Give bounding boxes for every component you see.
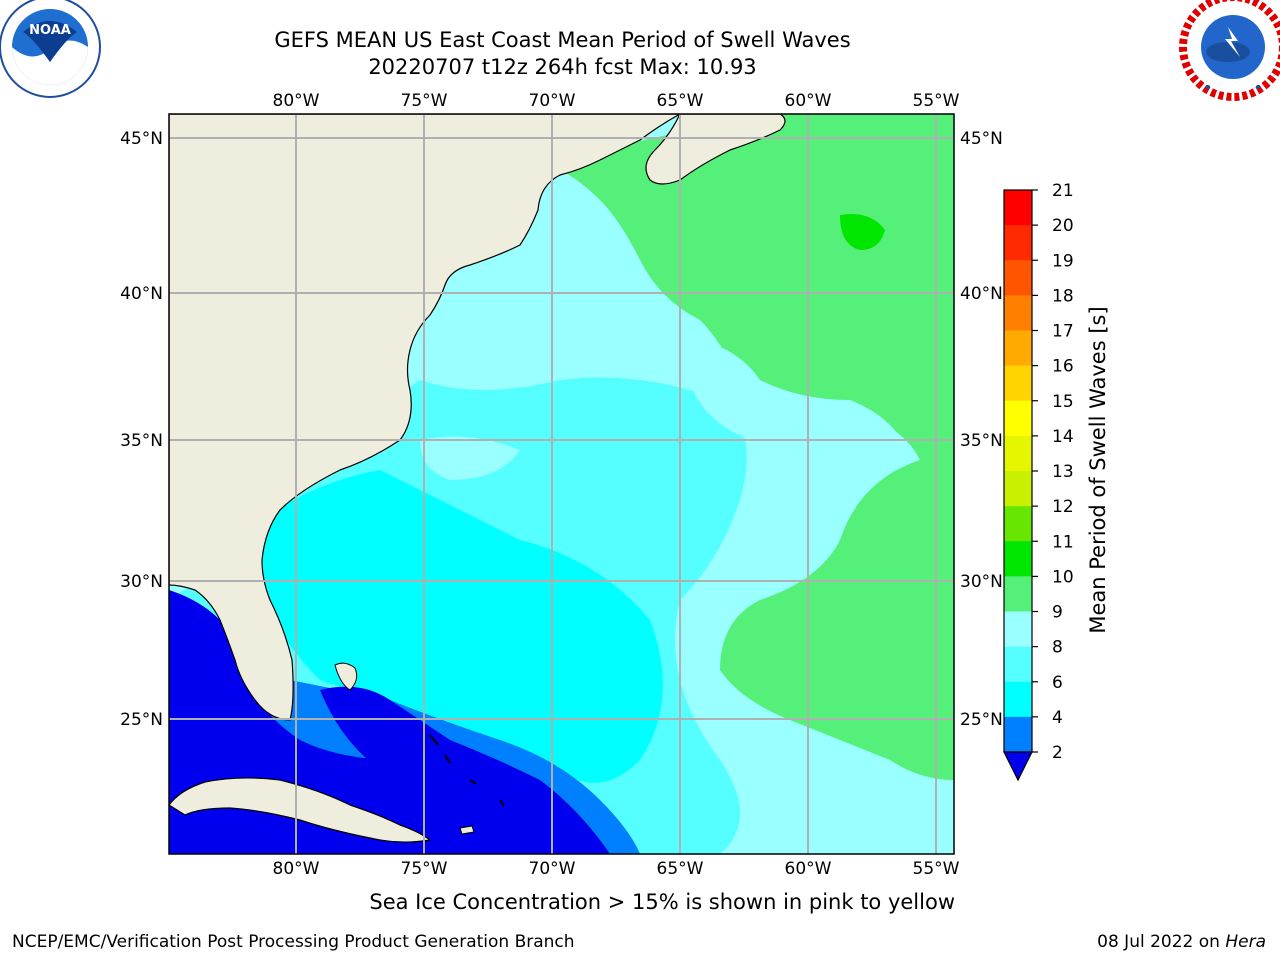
map-field — [169, 114, 954, 854]
credit-line: NCEP/EMC/Verification Post Processing Pr… — [12, 932, 575, 952]
map-frame — [168, 113, 955, 855]
colorbar-tick-label: 6 — [1052, 673, 1063, 693]
colorbar-tick-label: 20 — [1052, 216, 1074, 236]
noaa-logo: NOAA — [0, 0, 101, 98]
lat-label-left: 40°N — [120, 284, 163, 304]
colorbar-tick-label: 18 — [1052, 286, 1074, 306]
lon-label-top: 60°W — [785, 91, 832, 111]
colorbar-tick-label: 17 — [1052, 322, 1074, 342]
chart-title: GEFS MEAN US East Coast Mean Period of S… — [274, 28, 851, 52]
colorbar-tick-label: 8 — [1052, 638, 1063, 658]
colorbar-band — [1004, 611, 1032, 648]
lon-label-bottom: 70°W — [529, 859, 576, 879]
colorbar-band — [1004, 260, 1032, 296]
swell-band-4-6 — [260, 470, 663, 783]
land-cuba — [169, 777, 432, 843]
colorbar-tick-label: 10 — [1052, 567, 1074, 587]
run-date-text: 08 Jul 2022 on — [1097, 932, 1220, 952]
colorbar-band — [1004, 646, 1032, 683]
colorbar-tick-label: 15 — [1052, 392, 1074, 412]
colorbar-tick-label: 14 — [1052, 427, 1074, 447]
colorbar-band — [1004, 295, 1032, 331]
swell-band-10-11 — [840, 214, 885, 250]
lon-label-top: 65°W — [657, 91, 704, 111]
colorbar: 21 20 19 18 17 16 15 14 13 12 11 10 9 8 6 4 2 — [1003, 181, 1074, 782]
colorbar-band — [1004, 506, 1032, 542]
noaa-logo-text: NOAA — [29, 23, 71, 38]
chart-subtitle: 20220707 t12z 264h fcst Max: 10.93 — [368, 55, 757, 79]
lat-label-right: 45°N — [960, 129, 1003, 149]
lon-label-bottom: 65°W — [657, 859, 704, 879]
latitude-labels-left: 45°N 40°N 35°N 30°N 25°N — [120, 129, 163, 730]
colorbar-band — [1004, 365, 1032, 402]
lat-label-left: 25°N — [120, 710, 163, 730]
colorbar-extend-arrow — [1003, 751, 1033, 782]
colorbar-label: Mean Period of Swell Waves [s] — [1086, 306, 1110, 633]
longitude-labels-top: 80°W 75°W 70°W 65°W 60°W 55°W — [273, 91, 960, 111]
colorbar-tick-label: 13 — [1052, 462, 1074, 482]
colorbar-band — [1004, 190, 1032, 226]
lat-label-right: 25°N — [960, 710, 1003, 730]
lon-label-top: 75°W — [401, 91, 448, 111]
colorbar-band — [1004, 330, 1032, 367]
lat-label-left: 45°N — [120, 129, 163, 149]
lon-label-bottom: 80°W — [273, 859, 320, 879]
lon-label-bottom: 55°W — [913, 859, 960, 879]
colorbar-band — [1004, 400, 1032, 437]
colorbar-band — [1004, 471, 1032, 507]
colorbar-tick-label: 19 — [1052, 251, 1074, 271]
host-name: Hera — [1225, 932, 1266, 952]
lon-label-bottom: 75°W — [401, 859, 448, 879]
lat-label-right: 30°N — [960, 572, 1003, 592]
lat-label-right: 35°N — [960, 431, 1003, 451]
longitude-labels-bottom: 80°W 75°W 70°W 65°W 60°W 55°W — [273, 859, 960, 879]
lat-label-left: 35°N — [120, 431, 163, 451]
colorbar-band — [1004, 435, 1032, 472]
colorbar-band — [1004, 541, 1032, 577]
colorbar-tick-label: 16 — [1052, 357, 1074, 377]
lon-label-top: 70°W — [529, 91, 576, 111]
colorbar-tick-label: 2 — [1052, 743, 1063, 763]
colorbar-band — [1004, 576, 1032, 612]
graticule — [169, 114, 954, 854]
colorbar-band — [1004, 716, 1032, 753]
sea-ice-note: Sea Ice Concentration > 15% is shown in … — [369, 890, 955, 914]
colorbar-tick-label: 4 — [1052, 708, 1063, 728]
lon-label-top: 55°W — [913, 91, 960, 111]
lon-label-top: 80°W — [273, 91, 320, 111]
lat-label-right: 40°N — [960, 284, 1003, 304]
latitude-labels-right: 45°N 40°N 35°N 30°N 25°N — [960, 129, 1003, 730]
lon-label-bottom: 60°W — [785, 859, 832, 879]
nws-logo — [1179, 0, 1280, 101]
colorbar-band — [1004, 681, 1032, 718]
lat-label-left: 30°N — [120, 572, 163, 592]
colorbar-tick-label: 21 — [1052, 181, 1074, 201]
colorbar-tick-label: 12 — [1052, 497, 1074, 517]
colorbar-tick-label: 9 — [1052, 603, 1063, 623]
colorbar-band — [1004, 225, 1032, 261]
run-date: 08 Jul 2022 on Hera — [1097, 932, 1266, 952]
colorbar-tick-label: 11 — [1052, 532, 1074, 552]
